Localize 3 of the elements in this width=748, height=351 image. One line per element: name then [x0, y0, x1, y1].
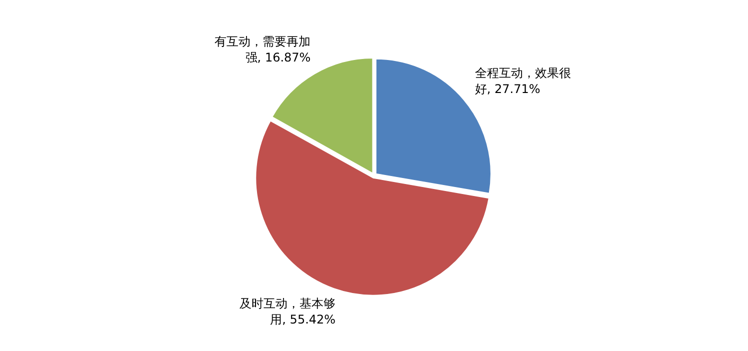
slice-label: 有互动，需要再加强, 16.87% — [214, 34, 311, 65]
slice-label: 全程互动，效果很好, 27.71% — [474, 66, 571, 96]
slice-label: 及时互动，基本够用, 55.42% — [240, 296, 336, 326]
